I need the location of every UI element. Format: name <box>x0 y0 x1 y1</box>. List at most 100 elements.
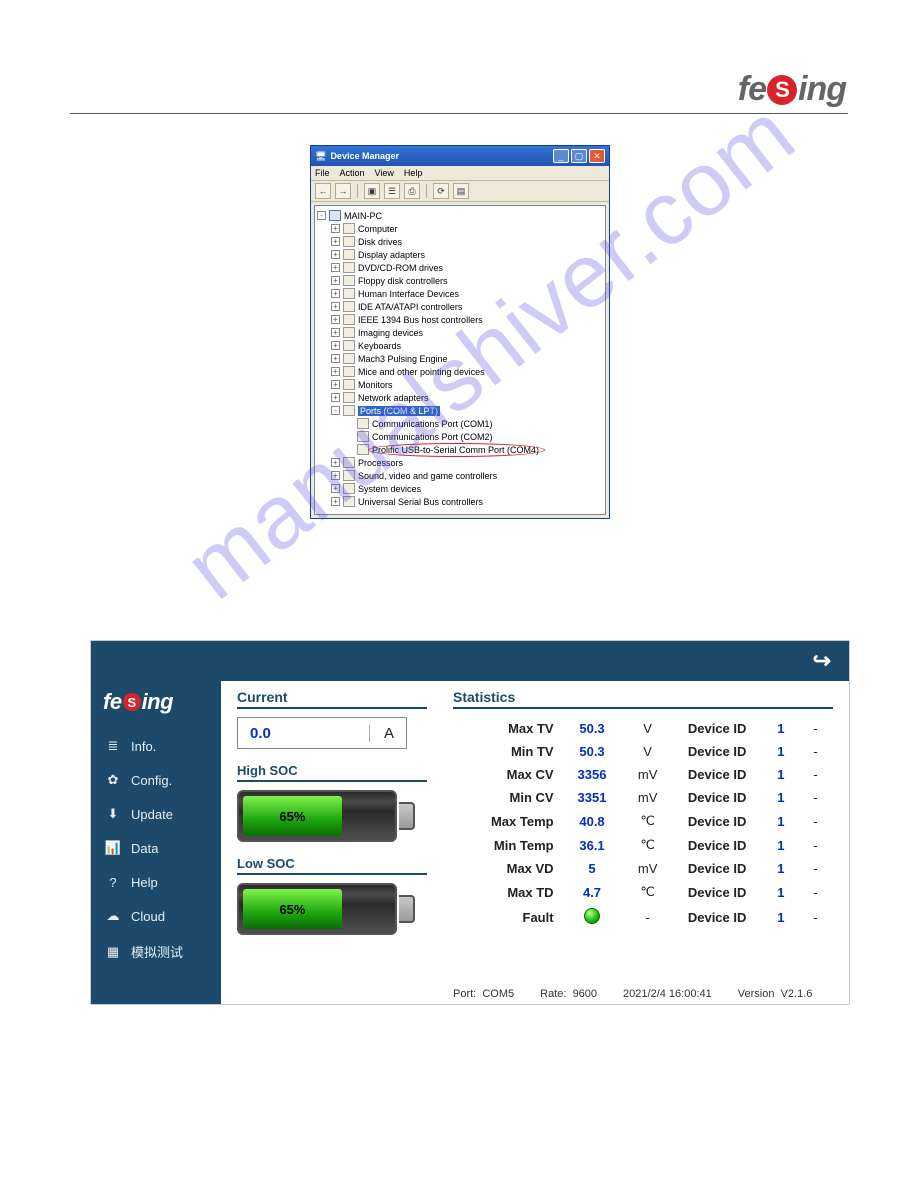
expand-icon[interactable]: + <box>331 263 340 272</box>
expand-icon[interactable]: + <box>331 458 340 467</box>
sidebar-item[interactable]: ✿ Config. <box>91 763 221 797</box>
expand-icon[interactable]: + <box>331 289 340 298</box>
table-row: Min Temp36.1℃Device ID1- <box>453 833 833 857</box>
sidebar-label: Config. <box>131 773 172 788</box>
device-icon <box>357 418 369 429</box>
device-icon <box>343 483 355 494</box>
stat-label: Min Temp <box>453 833 560 857</box>
tree-node[interactable]: +Sound, video and game controllers <box>317 469 603 482</box>
logout-icon[interactable]: ↪ <box>813 648 831 674</box>
sidebar-icon: 📊 <box>105 840 121 856</box>
tree-label: Prolific USB-to-Serial Comm Port (COM4) <box>372 445 539 455</box>
stat-value: 4.7 <box>560 880 625 904</box>
device-icon <box>357 431 369 442</box>
tree-node[interactable]: +DVD/CD-ROM drives <box>317 261 603 274</box>
expand-icon[interactable]: + <box>331 302 340 311</box>
device-id-label: Device ID <box>671 717 764 740</box>
expand-icon[interactable]: + <box>331 237 340 246</box>
device-icon <box>343 314 355 325</box>
sidebar-icon: ✿ <box>105 772 121 788</box>
expand-icon[interactable]: + <box>331 367 340 376</box>
high-soc-battery: 65% <box>237 790 415 842</box>
device-id-label: Device ID <box>671 809 764 833</box>
tree-node[interactable]: +Disk drives <box>317 235 603 248</box>
tool-icon[interactable]: ▤ <box>453 183 469 199</box>
sidebar: feSing ≣Info.✿Config.⬇Update📊Data?Help☁C… <box>91 681 221 1004</box>
table-row: Fault-Device ID1- <box>453 904 833 931</box>
tree-node[interactable]: +Computer <box>317 222 603 235</box>
expand-icon[interactable]: + <box>331 315 340 324</box>
sidebar-label: Help <box>131 875 158 890</box>
sidebar-item[interactable]: 📊Data <box>91 831 221 865</box>
expand-icon[interactable]: + <box>331 250 340 259</box>
device-tree[interactable]: -MAIN-PC+Computer+Disk drives+Display ad… <box>314 205 606 515</box>
tree-label: Communications Port (COM1) <box>372 419 493 429</box>
expand-icon[interactable]: + <box>331 393 340 402</box>
expand-icon[interactable]: + <box>331 224 340 233</box>
tree-label: Display adapters <box>358 250 425 260</box>
tree-node[interactable]: + Network adapters <box>317 391 603 404</box>
tree-node[interactable]: +Human Interface Devices <box>317 287 603 300</box>
sidebar-item[interactable]: ?Help <box>91 865 221 899</box>
window-titlebar[interactable]: 🖥 Device Manager _ ▢ ✕ <box>311 146 609 166</box>
collapse-icon[interactable]: - <box>331 406 340 415</box>
tree-label: Network adapters <box>358 393 429 403</box>
tree-node[interactable]: +Universal Serial Bus controllers <box>317 495 603 508</box>
maximize-button[interactable]: ▢ <box>571 149 587 163</box>
tree-node[interactable]: Communications Port (COM1) <box>317 417 603 430</box>
tree-node[interactable]: +Processors <box>317 456 603 469</box>
menu-help[interactable]: Help <box>404 168 423 178</box>
tree-node[interactable]: +Mice and other pointing devices <box>317 365 603 378</box>
table-row: Max VD5mVDevice ID1- <box>453 857 833 880</box>
tree-node[interactable]: +Floppy disk controllers <box>317 274 603 287</box>
device-icon <box>343 470 355 481</box>
expand-icon[interactable]: + <box>331 497 340 506</box>
minimize-button[interactable]: _ <box>553 149 569 163</box>
collapse-icon[interactable]: - <box>317 211 326 220</box>
expand-icon[interactable]: + <box>331 380 340 389</box>
expand-icon[interactable]: + <box>331 354 340 363</box>
menu-file[interactable]: File <box>315 168 330 178</box>
menu-action[interactable]: Action <box>340 168 365 178</box>
device-id-label: Device ID <box>671 833 764 857</box>
menu-bar: File Action View Help <box>311 166 609 181</box>
sidebar-item[interactable]: ▦模拟测试 <box>91 933 221 970</box>
refresh-icon[interactable]: ⟳ <box>433 183 449 199</box>
tree-node[interactable]: +Monitors <box>317 378 603 391</box>
menu-view[interactable]: View <box>375 168 394 178</box>
stat-value: 3351 <box>560 786 625 809</box>
stat-label: Max Temp <box>453 809 560 833</box>
tree-node[interactable]: + IDE ATA/ATAPI controllers <box>317 300 603 313</box>
sidebar-item[interactable]: ≣Info. <box>91 729 221 763</box>
tool-icon[interactable]: ☰ <box>384 183 400 199</box>
expand-icon[interactable]: + <box>331 471 340 480</box>
statistics-title: Statistics <box>453 689 833 709</box>
stat-value: 5 <box>560 857 625 880</box>
tree-node[interactable]: +Keyboards <box>317 339 603 352</box>
tool-icon[interactable]: ▣ <box>364 183 380 199</box>
bms-titlebar: ↪ <box>91 641 849 681</box>
sidebar-item[interactable]: ☁Cloud <box>91 899 221 933</box>
expand-icon[interactable]: + <box>331 276 340 285</box>
tree-node[interactable]: -MAIN-PC <box>317 209 603 222</box>
tree-node[interactable]: +Mach3 Pulsing Engine <box>317 352 603 365</box>
tree-node[interactable]: +Imaging devices <box>317 326 603 339</box>
tree-label: IDE ATA/ATAPI controllers <box>358 302 462 312</box>
expand-icon[interactable]: + <box>331 341 340 350</box>
tree-node[interactable]: Prolific USB-to-Serial Comm Port (COM4) <box>317 443 603 456</box>
print-icon[interactable]: ⎙ <box>404 183 420 199</box>
back-icon[interactable]: ← <box>315 183 331 199</box>
sidebar-icon: ☁ <box>105 908 121 924</box>
expand-icon[interactable]: + <box>331 328 340 337</box>
tree-node[interactable]: Communications Port (COM2) <box>317 430 603 443</box>
tree-node[interactable]: -Ports (COM & LPT) <box>317 404 603 417</box>
device-icon <box>329 210 341 221</box>
sidebar-item[interactable]: ⬇Update <box>91 797 221 831</box>
expand-icon[interactable]: + <box>331 484 340 493</box>
tree-node[interactable]: +System devices <box>317 482 603 495</box>
forward-icon[interactable]: → <box>335 183 351 199</box>
close-button[interactable]: ✕ <box>589 149 605 163</box>
tree-node[interactable]: + Display adapters <box>317 248 603 261</box>
stat-label: Min TV <box>453 740 560 763</box>
tree-node[interactable]: +IEEE 1394 Bus host controllers <box>317 313 603 326</box>
